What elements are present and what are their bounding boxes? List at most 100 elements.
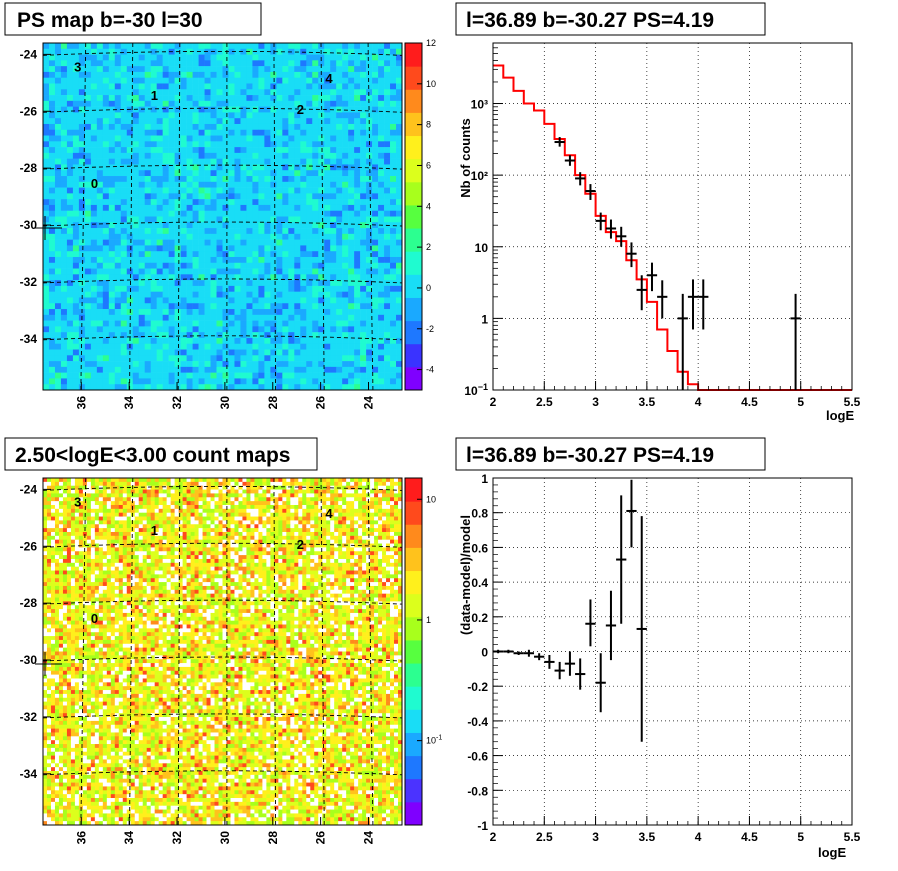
ps-map-cell [348,158,355,165]
ps-map-cell [258,372,265,379]
ps-map-cell [90,337,98,345]
ps-map-cell [294,372,301,379]
count-map-cell [286,520,291,525]
ps-map-cell [54,66,62,73]
count-map-cell [270,520,275,525]
ps-map-cell [324,123,331,131]
ps-map-cell [264,291,271,298]
ps-map-cell [354,349,361,356]
ps-map-cell [60,262,68,269]
ps-map-cell [174,228,181,235]
ps-map-cell [306,216,313,223]
ps-map-cell [318,274,325,281]
ps-map-cell [180,181,187,188]
count-map-cell [110,493,116,498]
ps-map-cell [108,251,116,258]
count-map-cell [278,516,283,521]
count-map-cell [298,508,303,513]
ps-map-cell [156,285,163,292]
ps-map-cell [78,158,86,165]
ps-map-cell [198,320,205,327]
count-map-cell [242,489,247,494]
count-map-cell [310,481,315,487]
ps-map-cell [174,170,181,177]
ps-map-cell [54,152,62,159]
ps-map-cell [66,118,74,125]
ps-map-cell [60,176,68,183]
ps-map-cell [300,170,307,177]
count-map-cell [310,524,315,529]
ps-map-cell [294,285,301,292]
ps-map-cell [282,222,289,229]
ps-map-cell [378,216,385,223]
count-map-cell [146,524,151,529]
count-map-cell [194,512,199,517]
ps-map-cell [330,233,337,240]
ps-map-cell [384,54,391,61]
ps-map-cell [390,251,397,258]
ps-map-cell [342,262,349,269]
count-map-cell [202,481,207,487]
ps-map-cell [84,314,92,321]
count-map-cell [166,497,171,502]
ps-map-cell [396,100,403,107]
ps-map-cell [84,320,92,327]
ps-map-cell [282,112,289,119]
ps-map-cell [120,222,128,229]
count-map-cell [278,501,283,506]
ps-map-cell [102,285,110,292]
count-map-cell [234,508,239,513]
ps-map-cell [306,303,313,310]
ps-map-cell [108,280,116,287]
ps-map-cell [270,129,277,136]
ps-map-cell [360,170,367,177]
ps-map-cell [258,222,265,229]
ps-map-cell [354,366,361,373]
ps-map-cell [288,181,295,188]
ps-map-cell [336,309,343,316]
ps-map-cell [48,48,56,55]
ps-map-cell [240,123,247,131]
ps-map-cell [114,48,122,55]
ps-map-cell [54,48,62,55]
count-map-cell [310,478,315,483]
ps-map-cell [132,239,140,246]
ps-map-cell [132,262,140,269]
ps-map-cell [43,309,50,316]
ps-map-cell [72,233,80,240]
count-map-cell [78,524,84,529]
count-map-cell [298,520,303,525]
ps-map-cell [43,337,50,345]
ps-map-cell [162,152,169,159]
ps-map-cell [366,233,373,240]
ps-map-cell [114,297,122,304]
ps-map-cell [162,147,169,154]
count-map-cell [222,478,227,483]
ps-map-cell [276,54,283,61]
ps-map-cell [378,89,385,96]
ps-map-cell [84,372,92,379]
ps-map-cell [108,228,116,235]
ps-map-cell [294,95,301,102]
ps-map-cell [174,158,181,165]
ps-map-cell [282,204,289,212]
ps-map-cell [54,216,62,223]
ps-map-cell [144,181,151,188]
ps-map-cell [216,332,223,339]
ps-map-cell [120,256,128,264]
ps-map-cell [294,112,301,119]
ps-map-cell [330,100,337,107]
ps-map-cell [144,228,151,235]
count-map-cell [242,524,247,529]
ps-map-cell [264,204,271,212]
ps-map-cell [258,83,265,90]
count-map-cell [334,501,339,506]
ps-map-cell [144,95,151,102]
count-map-cell [282,516,287,521]
ps-map-cell [78,181,86,188]
ps-map-cell [366,43,373,50]
ps-map-cell [132,216,140,223]
ps-map-cell [78,216,86,223]
ps-map-cell [396,204,403,212]
count-map-cell [262,485,267,490]
